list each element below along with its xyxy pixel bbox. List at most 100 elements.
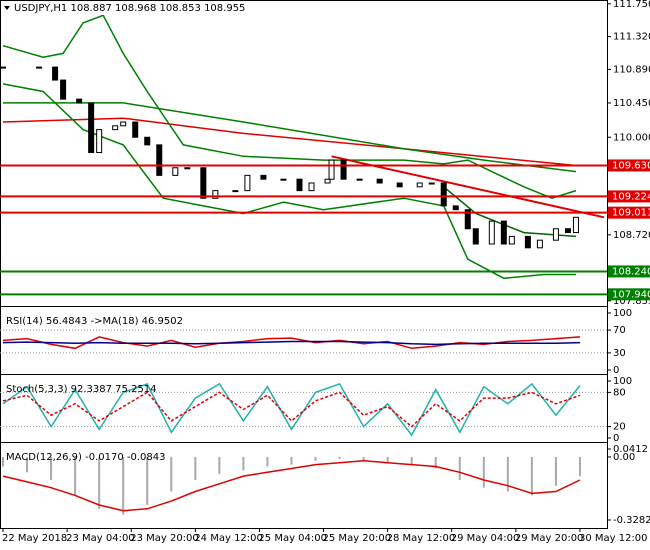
- x-tick-label: 23 May 20:00: [130, 533, 199, 544]
- y-tick-label: 110.450: [613, 98, 650, 109]
- histogram-bar: [290, 456, 293, 465]
- x-tick-label: 23 May 04:00: [66, 533, 135, 544]
- y-tick-label: 110.000: [613, 132, 650, 143]
- histogram-bar: [434, 456, 437, 469]
- candle: [132, 121, 139, 138]
- histogram-bar: [218, 456, 221, 475]
- histogram-bar: [314, 456, 317, 461]
- histogram-bar: [506, 456, 509, 492]
- y-tick-label: 80: [613, 387, 626, 398]
- level-label-box: [608, 190, 650, 203]
- candle: [488, 220, 495, 245]
- candle: [324, 178, 331, 184]
- y-tick-label: 30: [613, 348, 626, 359]
- indicator-line: [2, 117, 577, 167]
- candle: [440, 182, 447, 207]
- level-label-box: [608, 159, 650, 172]
- y-tick-label: 110.890: [613, 64, 650, 75]
- candle: [564, 228, 571, 234]
- y-tick-label: 100: [613, 376, 632, 387]
- candle: [280, 178, 287, 181]
- candle: [172, 167, 179, 176]
- x-tick-label: 25 May 20:00: [323, 533, 392, 544]
- indicator-line: [2, 14, 577, 199]
- candle: [428, 182, 435, 185]
- dropdown-arrow: [4, 6, 10, 10]
- level-label-box: [608, 288, 650, 301]
- histogram-bar: [50, 456, 53, 480]
- histogram-bar: [554, 456, 557, 486]
- candle: [356, 178, 363, 181]
- x-tick-label: 24 May 12:00: [194, 533, 263, 544]
- indicator-line: [2, 460, 581, 512]
- candle: [452, 205, 459, 211]
- candle: [416, 182, 423, 188]
- x-tick-label: 25 May 04:00: [258, 533, 327, 544]
- indicator-line: [3, 102, 577, 173]
- level-label-box: [608, 265, 650, 278]
- y-tick-label: 100: [613, 308, 632, 319]
- y-tick-label: 111.750: [613, 0, 650, 10]
- candle: [36, 66, 43, 69]
- candle: [260, 174, 267, 180]
- histogram-bar: [194, 456, 197, 480]
- indicator-line: [331, 155, 605, 219]
- candle: [212, 190, 219, 199]
- panel-title: RSI(14) 56.4843 ->MA(18) 46.9502: [6, 316, 183, 327]
- x-tick-label: 29 May 04:00: [451, 533, 520, 544]
- y-tick-label: 20: [613, 422, 626, 433]
- histogram-bar: [2, 456, 4, 467]
- candle: [464, 209, 471, 230]
- candle: [524, 235, 531, 249]
- y-tick-label: 107.855: [613, 296, 650, 307]
- candle: [96, 129, 103, 153]
- indicator-line: [443, 186, 577, 238]
- candle: [88, 102, 95, 153]
- panel-title: Stoch(5,3,3) 92.3387 75.2514: [6, 384, 157, 395]
- candle: [572, 216, 579, 234]
- candle: [500, 220, 507, 245]
- x-tick-label: 30 May 12:00: [579, 533, 648, 544]
- histogram-bar: [386, 456, 389, 463]
- candle: [232, 190, 239, 193]
- level-label: 109.011: [612, 208, 650, 219]
- x-tick-label: 28 May 12:00: [387, 533, 456, 544]
- indicator-line: [2, 382, 581, 437]
- candle: [184, 167, 191, 170]
- histogram-bar: [458, 456, 461, 480]
- histogram-bar: [122, 456, 125, 515]
- candle: [200, 167, 207, 199]
- y-tick-label: 0.0412: [613, 444, 648, 455]
- candle: [536, 239, 543, 249]
- candle: [396, 182, 403, 188]
- level-label: 109.224: [612, 191, 650, 202]
- candle: [144, 136, 151, 146]
- candle: [296, 178, 303, 192]
- candle: [376, 178, 383, 184]
- histogram-bar: [266, 456, 269, 467]
- candle: [120, 121, 127, 127]
- indicator-line: [2, 336, 581, 350]
- plot-frame: [0, 0, 608, 529]
- level-label-box: [608, 206, 650, 219]
- histogram-bar: [362, 456, 365, 461]
- y-tick-label: -0.3282: [613, 515, 650, 526]
- indicator-line: [2, 340, 581, 346]
- histogram-bar: [98, 456, 101, 509]
- candle: [60, 79, 67, 100]
- candle: [244, 174, 251, 192]
- candle: [156, 144, 163, 176]
- candle: [508, 235, 515, 245]
- histogram-bar: [578, 456, 581, 477]
- level-label: 109.630: [612, 160, 650, 171]
- y-tick-label: 0.00: [613, 452, 635, 463]
- title-box: [1, 1, 233, 15]
- level-label: 107.940: [612, 289, 650, 300]
- y-tick-label: 70: [613, 325, 626, 336]
- histogram-bar: [74, 456, 77, 496]
- x-tick-label: 29 May 20:00: [515, 533, 584, 544]
- indicator-line: [2, 391, 581, 428]
- y-tick-label: 111.320: [613, 32, 650, 43]
- candle: [308, 182, 315, 192]
- histogram-bar: [170, 456, 173, 492]
